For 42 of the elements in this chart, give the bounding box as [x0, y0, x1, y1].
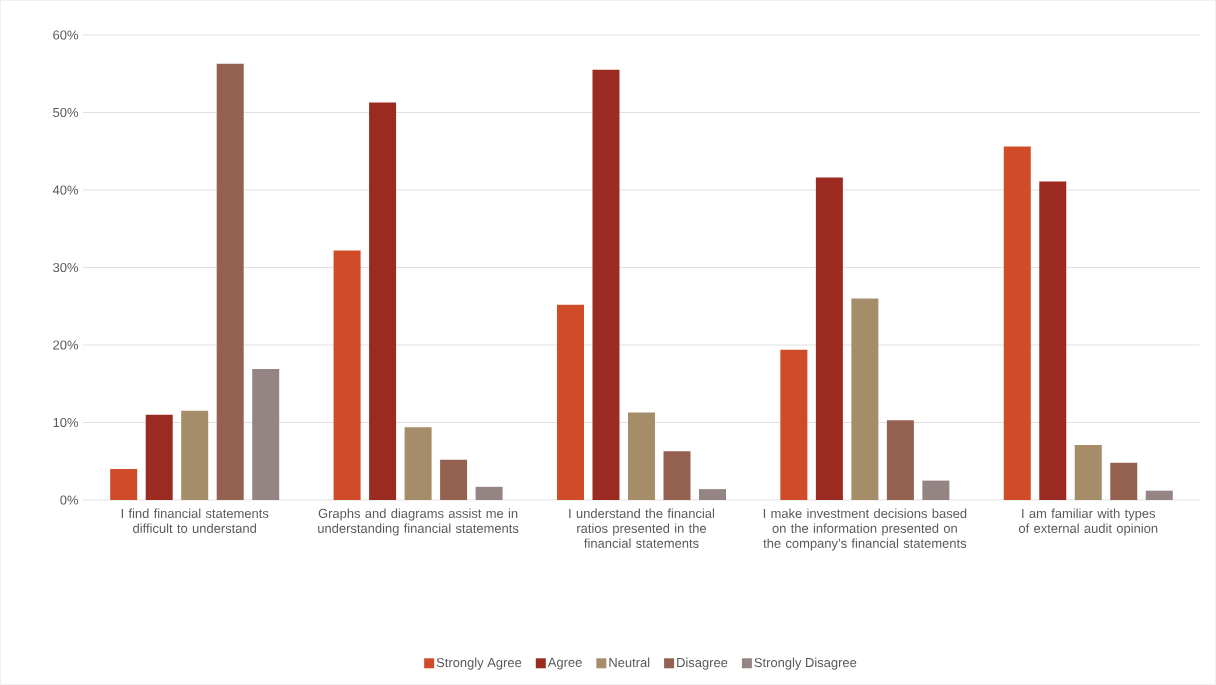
bar [886, 420, 914, 500]
bar [1039, 181, 1067, 500]
y-tick-label: 40% [52, 185, 79, 195]
bar [145, 414, 173, 500]
legend-label: Strongly Agree [436, 657, 522, 670]
bar [627, 412, 655, 500]
y-tick-label: 60% [53, 30, 79, 40]
bar [440, 459, 468, 500]
bar [475, 486, 503, 500]
y-tick-label: 10% [53, 417, 79, 428]
x-tick-label: I understand the financial ratios presented in the financial statements [569, 508, 715, 548]
bar [592, 69, 620, 500]
x-tick-label: I make investment decisions based on the information presented on the company’s financial statements [763, 508, 967, 551]
bar [1003, 146, 1031, 500]
legend-label: Disagree [677, 657, 728, 670]
bar [780, 349, 808, 500]
bar [1145, 490, 1173, 500]
bar [333, 250, 361, 500]
bar [922, 480, 950, 500]
bar [815, 177, 843, 500]
bar [1110, 462, 1138, 500]
bar [1074, 444, 1102, 500]
x-tick-label: Graphs and diagrams assist me in understanding financial statements [318, 508, 519, 536]
y-tick-label: 0% [60, 495, 79, 505]
y-tick-label: 30% [53, 262, 79, 273]
bar [369, 102, 397, 500]
bar [110, 468, 138, 500]
legend-label: Neutral [609, 657, 650, 668]
bar [181, 410, 209, 500]
bar [851, 298, 879, 500]
y-tick-label: 20% [53, 340, 79, 350]
bar [556, 304, 584, 500]
bar [252, 369, 280, 500]
y-tick-label: 50% [53, 107, 79, 118]
x-tick-label: I find financial statements difficult to understand [121, 508, 269, 533]
bar [404, 427, 432, 500]
bar [216, 63, 244, 500]
bar [663, 451, 691, 500]
legend-label: Agree [547, 657, 582, 670]
legend-label: Strongly Disagree [754, 657, 857, 670]
bar [698, 489, 726, 500]
x-tick-label: I am familiar with types of external audit opinion [1018, 508, 1158, 536]
